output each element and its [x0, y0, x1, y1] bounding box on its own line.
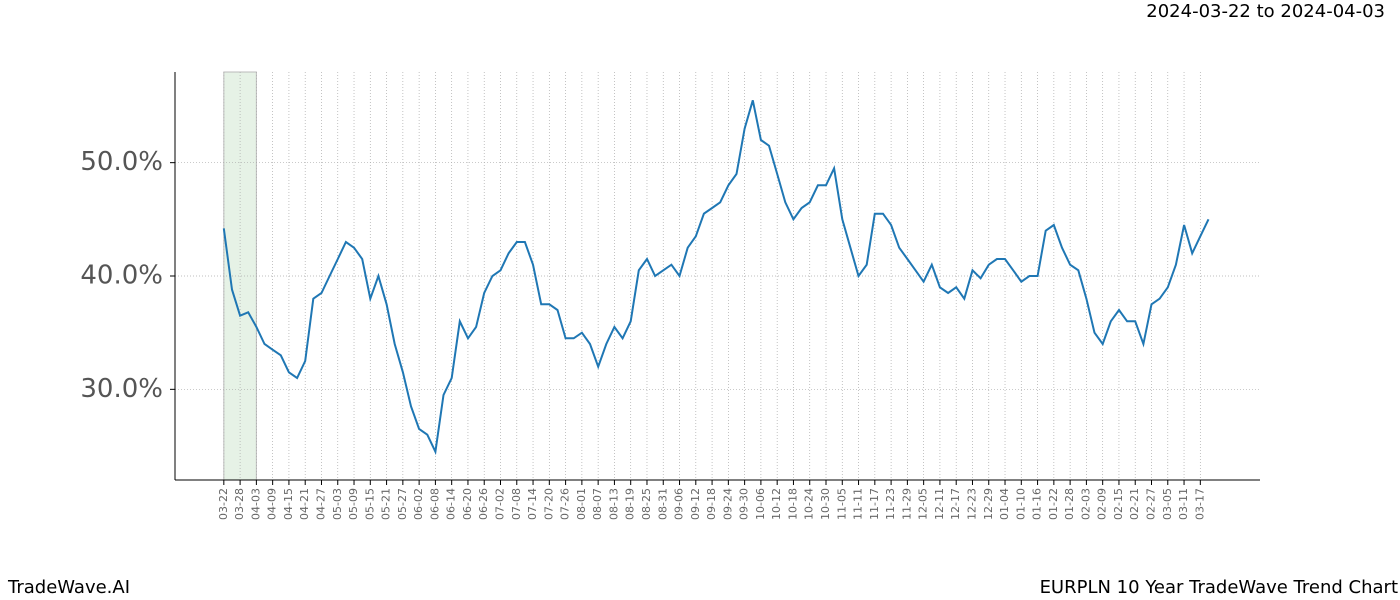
x-tick-label: 03-17 — [1193, 488, 1206, 520]
x-tick-label: 09-24 — [721, 488, 734, 520]
x-tick-label: 12-23 — [965, 488, 978, 520]
x-tick-label: 11-05 — [835, 488, 848, 520]
x-tick-label: 09-30 — [738, 488, 751, 520]
y-tick-label: 40.0% — [80, 261, 163, 291]
x-tick-label: 07-02 — [494, 488, 507, 520]
x-tick-label: 02-15 — [1112, 488, 1125, 520]
x-tick-label: 11-11 — [852, 488, 865, 520]
x-tick-label: 02-27 — [1145, 488, 1158, 520]
x-tick-label: 06-02 — [412, 488, 425, 520]
x-tick-label: 09-06 — [673, 488, 686, 520]
date-range: 2024-03-22 to 2024-04-03 — [1146, 1, 1385, 22]
x-tick-label: 02-09 — [1096, 488, 1109, 520]
x-tick-label: 01-22 — [1047, 488, 1060, 520]
x-tick-label: 07-08 — [510, 488, 523, 520]
x-tick-label: 11-17 — [868, 488, 881, 520]
x-tick-label: 04-15 — [282, 488, 295, 520]
x-tick-label: 05-15 — [363, 488, 376, 520]
brand: TradeWave.AI — [7, 577, 130, 598]
x-tick-label: 09-18 — [705, 488, 718, 520]
y-tick-label: 30.0% — [80, 374, 163, 404]
x-tick-label: 12-29 — [982, 488, 995, 520]
x-tick-label: 03-28 — [233, 488, 246, 520]
x-tick-label: 07-26 — [559, 488, 572, 520]
x-tick-label: 02-03 — [1079, 488, 1092, 520]
x-tick-label: 05-03 — [331, 488, 344, 520]
x-tick-label: 10-06 — [754, 488, 767, 520]
x-tick-label: 08-13 — [607, 488, 620, 520]
x-tick-label: 12-17 — [949, 488, 962, 520]
x-tick-label: 08-31 — [656, 488, 669, 520]
x-tick-label: 02-21 — [1128, 488, 1141, 520]
x-tick-label: 11-23 — [884, 488, 897, 520]
y-tick-label: 50.0% — [80, 147, 163, 177]
x-tick-label: 08-07 — [591, 488, 604, 520]
x-tick-label: 04-21 — [298, 488, 311, 520]
x-tick-label: 08-19 — [624, 488, 637, 520]
x-tick-label: 01-16 — [1031, 488, 1044, 520]
x-tick-label: 06-20 — [461, 488, 474, 520]
x-tick-label: 10-18 — [786, 488, 799, 520]
x-tick-label: 01-10 — [1014, 488, 1027, 520]
x-tick-label: 10-12 — [770, 488, 783, 520]
x-tick-label: 01-04 — [998, 488, 1011, 520]
chart-title: EURPLN 10 Year TradeWave Trend Chart — [1040, 577, 1398, 598]
x-tick-label: 05-09 — [347, 488, 360, 520]
x-tick-label: 12-11 — [933, 488, 946, 520]
x-tick-label: 01-28 — [1063, 488, 1076, 520]
x-tick-label: 03-05 — [1161, 488, 1174, 520]
x-tick-label: 08-25 — [640, 488, 653, 520]
x-tick-label: 05-21 — [380, 488, 393, 520]
x-tick-label: 12-05 — [917, 488, 930, 520]
x-tick-label: 04-09 — [266, 488, 279, 520]
x-tick-label: 06-26 — [477, 488, 490, 520]
x-tick-label: 10-24 — [803, 488, 816, 520]
x-tick-label: 08-01 — [575, 488, 588, 520]
x-tick-label: 03-11 — [1177, 488, 1190, 520]
x-tick-label: 05-27 — [396, 488, 409, 520]
x-tick-label: 04-03 — [249, 488, 262, 520]
x-tick-label: 06-08 — [428, 488, 441, 520]
x-tick-label: 07-14 — [526, 488, 539, 520]
x-tick-label: 07-20 — [542, 488, 555, 520]
x-tick-label: 11-29 — [900, 488, 913, 520]
x-tick-label: 10-30 — [819, 488, 832, 520]
x-tick-label: 03-22 — [217, 488, 230, 520]
x-tick-label: 09-12 — [689, 488, 702, 520]
trend-line — [222, 100, 1210, 456]
x-tick-label: 06-14 — [445, 488, 458, 520]
x-tick-label: 04-27 — [314, 488, 327, 520]
